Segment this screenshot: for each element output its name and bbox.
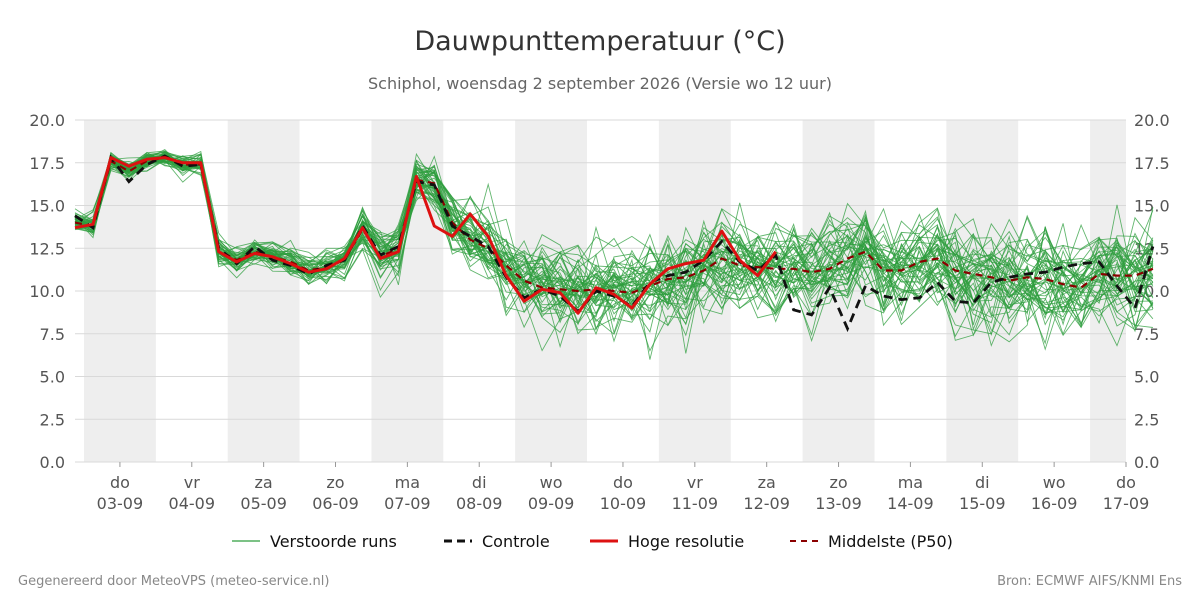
y-axis-ticks: 0.0 0.02.5 2.55.0 5.07.5 7.510.0 10.012.5 12.5… [29,111,1169,472]
x-tick-day: ma [898,473,923,492]
legend-item-hires: Hoge resolutie [590,532,744,551]
x-tick-date: 15-09 [959,494,1006,513]
y-tick-label-right: 17.5 [1134,154,1170,173]
legend-label-median: Middelste (P50) [828,532,953,551]
y-tick-label-right: 0.0 [1134,453,1159,472]
x-axis-ticks: do 03-09 vr 04-09 za 05-09 zo 06-09 ma 07-09 di 08-… [97,462,1150,513]
y-tick-label-left: 7.5 [40,325,65,344]
y-tick-label-left: 17.5 [29,154,65,173]
x-tick-date: 14-09 [887,494,934,513]
y-tick-label-left: 12.5 [29,239,65,258]
x-tick-day: vr [184,473,200,492]
x-tick-date: 06-09 [312,494,359,513]
x-tick-date: 13-09 [815,494,862,513]
ensemble-member-line [74,148,1154,343]
x-tick-date: 05-09 [240,494,287,513]
legend-item-ensemble: Verstoorde runs [232,532,397,551]
x-tick-day: wo [540,473,563,492]
x-tick-date: 17-09 [1103,494,1150,513]
x-tick-day: za [255,473,273,492]
legend-item-median: Middelste (P50) [790,532,953,551]
x-tick-day: ma [395,473,420,492]
x-tick-date: 12-09 [743,494,790,513]
y-tick-label-right: 20.0 [1134,111,1170,130]
chart-subtitle: Schiphol, woensdag 2 september 2026 (Ver… [368,74,832,93]
x-tick-day: wo [1043,473,1066,492]
high-resolution-line [74,156,777,315]
x-tick-date: 07-09 [384,494,431,513]
y-tick-label-right: 15.0 [1134,197,1170,216]
x-tick-date: 04-09 [169,494,216,513]
y-tick-label-right: 7.5 [1134,325,1159,344]
footer-source: Bron: ECMWF AIFS/KNMI Ens [997,574,1182,589]
x-tick-day: do [1116,473,1136,492]
x-tick-day: di [472,473,487,492]
ensemble-member-line [74,152,1153,310]
x-tick-date: 10-09 [600,494,647,513]
x-tick-date: 16-09 [1031,494,1078,513]
y-tick-label-left: 10.0 [29,282,65,301]
ensemble-member-line [74,158,1154,328]
median-p50-line [74,156,1154,294]
x-tick-date: 11-09 [672,494,719,513]
y-tick-label-left: 15.0 [29,197,65,216]
x-tick-day: vr [687,473,703,492]
y-tick-label-left: 2.5 [40,410,65,429]
y-tick-label-left: 20.0 [29,111,65,130]
legend: Verstoorde runs Controle Hoge resolutie … [232,532,953,551]
ensemble-member-line [74,155,1154,343]
legend-label-ensemble: Verstoorde runs [270,532,397,551]
main-series-lines [74,154,1155,333]
y-tick-label-right: 5.0 [1134,368,1159,387]
x-tick-day: do [613,473,633,492]
x-tick-date: 09-09 [528,494,575,513]
x-tick-day: zo [829,473,847,492]
ensemble-member-line [74,157,1154,312]
y-tick-label-right: 2.5 [1134,410,1159,429]
x-tick-date: 03-09 [97,494,144,513]
footer-generated-by: Gegenereerd door MeteoVPS (meteo-service… [18,574,329,589]
x-tick-day: za [758,473,776,492]
x-tick-day: do [110,473,130,492]
x-tick-day: zo [326,473,344,492]
legend-label-hires: Hoge resolutie [628,532,744,551]
x-tick-date: 08-09 [456,494,503,513]
chart-title: Dauwpunttemperatuur (°C) [414,26,785,57]
y-tick-label-left: 0.0 [40,453,65,472]
legend-label-control: Controle [482,532,550,551]
legend-item-control: Controle [444,532,550,551]
x-tick-day: di [975,473,990,492]
ensemble-member-line [74,153,1154,331]
y-tick-label-left: 5.0 [40,368,65,387]
